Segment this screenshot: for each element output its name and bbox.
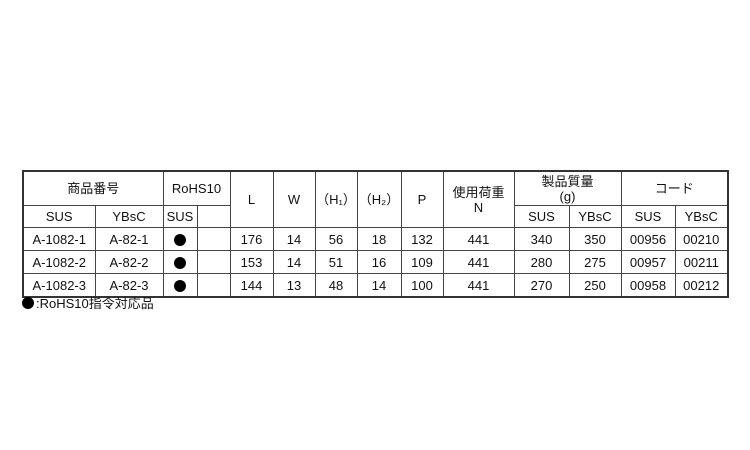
header-code-sus: SUS — [620, 205, 676, 228]
spec-table: 商品番号 RoHS10 L W （H₁） （H₂） P 使用荷重 N 製品質量 (g… — [22, 170, 729, 298]
header-row-1: 商品番号 RoHS10 L W （H₁） （H₂） P 使用荷重 N 製品質量 (g… — [22, 170, 729, 228]
cell-code-ybsc: 00211 — [674, 250, 729, 274]
header-H1: （H₁） — [314, 170, 358, 228]
cell-sus: A-1082-2 — [22, 250, 96, 274]
cell-code-sus: 00956 — [620, 227, 676, 251]
cell-code-sus: 00958 — [620, 273, 676, 298]
load-label: 使用荷重 — [452, 184, 505, 200]
cell-empty — [196, 273, 231, 298]
cell-W: 13 — [272, 273, 316, 298]
header-load: 使用荷重 N — [442, 170, 515, 228]
header-mass-ybsc: YBsC — [568, 205, 622, 228]
table-row: A-1082-2 A-82-2 153 14 51 16 109 441 280 275 00957… — [22, 250, 729, 274]
header-P: P — [400, 170, 444, 228]
footnote: :RoHS10指令対応品 — [22, 293, 154, 312]
table-row: A-1082-1 A-82-1 176 14 56 18 132 441 340 350 00956… — [22, 227, 729, 251]
cell-rohs — [162, 250, 198, 274]
header-mass-sus: SUS — [513, 205, 570, 228]
cell-code-sus: 00957 — [620, 250, 676, 274]
header-product-number: 商品番号 — [22, 170, 164, 206]
cell-code-ybsc: 00210 — [674, 227, 729, 251]
header-rohs: RoHS10 — [162, 170, 231, 206]
header-rohs-empty — [196, 205, 231, 228]
cell-P: 100 — [400, 273, 444, 298]
cell-P: 132 — [400, 227, 444, 251]
cell-H1: 51 — [314, 250, 358, 274]
cell-W: 14 — [272, 250, 316, 274]
cell-H2: 14 — [356, 273, 402, 298]
cell-H2: 18 — [356, 227, 402, 251]
cell-H1: 56 — [314, 227, 358, 251]
cell-L: 153 — [229, 250, 274, 274]
footnote-text: :RoHS10指令対応品 — [36, 296, 154, 311]
header-code-ybsc: YBsC — [674, 205, 729, 228]
cell-mass-sus: 270 — [513, 273, 570, 298]
cell-mass-ybsc: 250 — [568, 273, 622, 298]
cell-ybsc: A-82-2 — [94, 250, 164, 274]
cell-H1: 48 — [314, 273, 358, 298]
cell-ybsc: A-82-1 — [94, 227, 164, 251]
header-rohs-sus: SUS — [162, 205, 198, 228]
cell-sus: A-1082-1 — [22, 227, 96, 251]
cell-sus: A-1082-3 — [22, 273, 96, 298]
cell-L: 176 — [229, 227, 274, 251]
rohs-dot-icon — [22, 296, 34, 309]
mass-label: 製品質量 — [541, 173, 594, 189]
cell-W: 14 — [272, 227, 316, 251]
rohs-dot-icon — [174, 257, 186, 270]
cell-rohs — [162, 273, 198, 298]
cell-load: 441 — [442, 273, 515, 298]
cell-L: 144 — [229, 273, 274, 298]
header-H2: （H₂） — [356, 170, 402, 228]
table-row: A-1082-3 A-82-3 144 13 48 14 100 441 270 250 00958… — [22, 273, 729, 298]
header-row-2: SUS YBsC SUS SUS YBsC SUS YBsC — [22, 205, 729, 228]
header-ybsc: YBsC — [94, 205, 164, 228]
header-code: コード — [620, 170, 729, 206]
mass-unit: (g) — [559, 188, 576, 204]
cell-mass-sus: 340 — [513, 227, 570, 251]
cell-load: 441 — [442, 227, 515, 251]
header-mass: 製品質量 (g) — [513, 170, 622, 206]
header-L: L — [229, 170, 274, 228]
cell-P: 109 — [400, 250, 444, 274]
cell-mass-sus: 280 — [513, 250, 570, 274]
rohs-dot-icon — [174, 234, 186, 247]
cell-empty — [196, 227, 231, 251]
header-sus: SUS — [22, 205, 96, 228]
load-unit: N — [473, 199, 484, 215]
cell-ybsc: A-82-3 — [94, 273, 164, 298]
cell-code-ybsc: 00212 — [674, 273, 729, 298]
cell-load: 441 — [442, 250, 515, 274]
cell-rohs — [162, 227, 198, 251]
header-W: W — [272, 170, 316, 228]
cell-H2: 16 — [356, 250, 402, 274]
cell-mass-ybsc: 350 — [568, 227, 622, 251]
cell-empty — [196, 250, 231, 274]
cell-mass-ybsc: 275 — [568, 250, 622, 274]
rohs-dot-icon — [174, 280, 186, 293]
